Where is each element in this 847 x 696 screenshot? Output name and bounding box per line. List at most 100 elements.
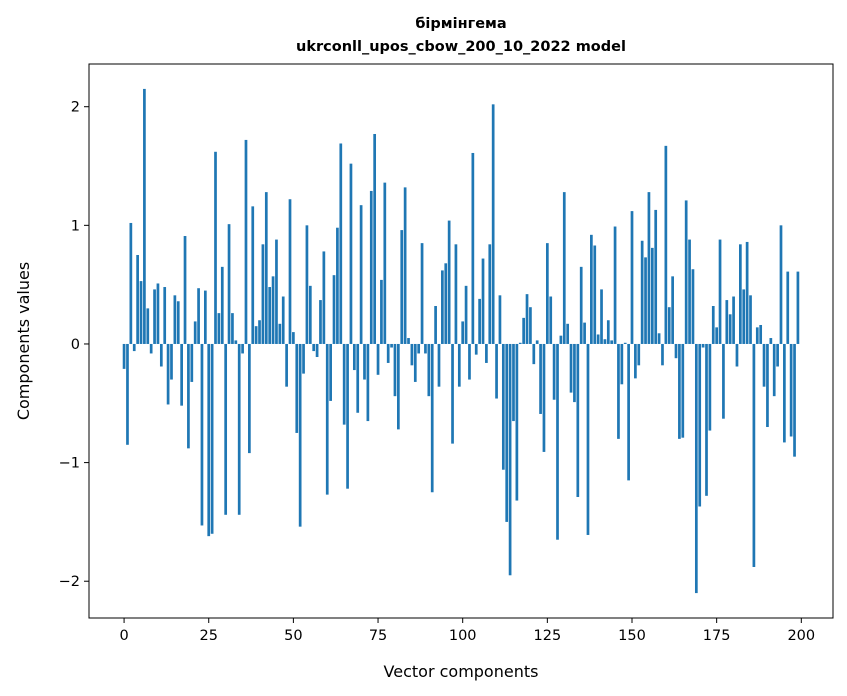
bar-112: [501, 343, 505, 470]
bar-28: [217, 313, 221, 344]
bar-146: [617, 343, 620, 439]
bar-117: [518, 342, 522, 344]
bar-85: [410, 343, 414, 366]
bar-130: [562, 192, 566, 344]
y-tick-label: 2: [71, 100, 80, 116]
bar-32: [231, 313, 234, 344]
bar-73: [369, 190, 373, 344]
bar-72: [366, 343, 370, 422]
bar-24: [203, 290, 207, 344]
bar-121: [532, 343, 536, 365]
bar-25: [207, 343, 211, 537]
x-axis-label: Vector components: [384, 662, 539, 681]
bar-198: [793, 343, 796, 457]
y-tick-label: −2: [59, 574, 80, 590]
bar-197: [789, 343, 793, 437]
bar-84: [407, 338, 410, 344]
bar-175: [715, 327, 719, 344]
bar-38: [251, 206, 255, 344]
bar-119: [525, 294, 529, 344]
bar-81: [397, 343, 400, 430]
bar-109: [491, 104, 495, 344]
bar-177: [722, 343, 725, 419]
bar-182: [739, 244, 742, 344]
bar-186: [752, 343, 756, 567]
bar-196: [786, 271, 790, 344]
bar-160: [664, 145, 668, 344]
bar-142: [603, 339, 607, 344]
bar-37: [248, 343, 251, 454]
bar-161: [667, 307, 671, 344]
bar-141: [600, 289, 603, 344]
bar-124: [542, 343, 546, 452]
bar-115: [512, 343, 515, 422]
bar-27: [214, 151, 217, 344]
x-tick-label: 125: [534, 628, 562, 644]
bar-8: [149, 343, 153, 354]
bar-164: [678, 343, 681, 439]
bar-6: [143, 88, 146, 344]
bar-51: [295, 343, 299, 433]
bar-195: [783, 343, 786, 443]
x-tick-label: 50: [284, 628, 302, 644]
bar-101: [464, 285, 468, 344]
bars-group: [122, 88, 800, 594]
x-tick-label: 75: [369, 628, 387, 644]
bar-15: [173, 295, 177, 344]
bar-57: [315, 343, 319, 358]
bar-14: [170, 343, 173, 380]
bar-131: [566, 323, 570, 344]
bar-70: [359, 205, 363, 344]
bar-9: [153, 289, 156, 344]
bar-194: [779, 225, 783, 344]
plot-frame: [88, 63, 834, 619]
y-tick-label: −1: [59, 456, 80, 472]
bar-127: [552, 343, 556, 400]
bar-143: [606, 320, 610, 344]
bar-190: [766, 343, 769, 428]
bar-199: [796, 271, 800, 344]
bar-183: [742, 289, 746, 344]
bar-63: [336, 227, 339, 344]
bar-18: [183, 236, 187, 344]
bar-2: [129, 222, 133, 344]
bar-39: [254, 326, 258, 344]
bar-17: [180, 343, 183, 406]
bar-12: [163, 287, 167, 344]
bar-113: [505, 343, 509, 522]
bar-68: [352, 343, 356, 371]
bar-152: [637, 343, 641, 366]
bar-65: [342, 343, 346, 425]
bar-19: [187, 343, 190, 449]
bar-56: [312, 343, 316, 352]
bar-107: [485, 343, 488, 363]
bar-116: [515, 343, 519, 501]
bar-34: [237, 343, 241, 515]
bar-83: [403, 187, 407, 344]
bar-44: [271, 276, 275, 344]
bar-180: [732, 296, 735, 344]
bar-162: [671, 276, 674, 344]
y-axis-label: Components values: [14, 262, 33, 420]
bar-145: [613, 226, 617, 344]
bar-172: [705, 343, 708, 496]
chart-title-line-2: ukrconll_upos_cbow_200_10_2022 model: [296, 39, 626, 55]
bar-79: [390, 343, 393, 348]
bar-100: [461, 321, 465, 344]
bar-156: [650, 247, 654, 344]
bar-163: [674, 343, 678, 359]
y-tick-label: 1: [71, 218, 80, 234]
bar-96: [447, 220, 451, 344]
bar-93: [437, 343, 441, 387]
bar-158: [657, 333, 661, 344]
bar-60: [325, 343, 329, 495]
bar-30: [224, 343, 228, 515]
bar-166: [684, 200, 688, 344]
bar-67: [349, 163, 353, 344]
bar-140: [596, 334, 600, 344]
bar-47: [281, 296, 285, 344]
bar-169: [694, 343, 698, 594]
bar-22: [197, 288, 200, 344]
bar-82: [400, 230, 404, 344]
bar-165: [681, 343, 685, 438]
